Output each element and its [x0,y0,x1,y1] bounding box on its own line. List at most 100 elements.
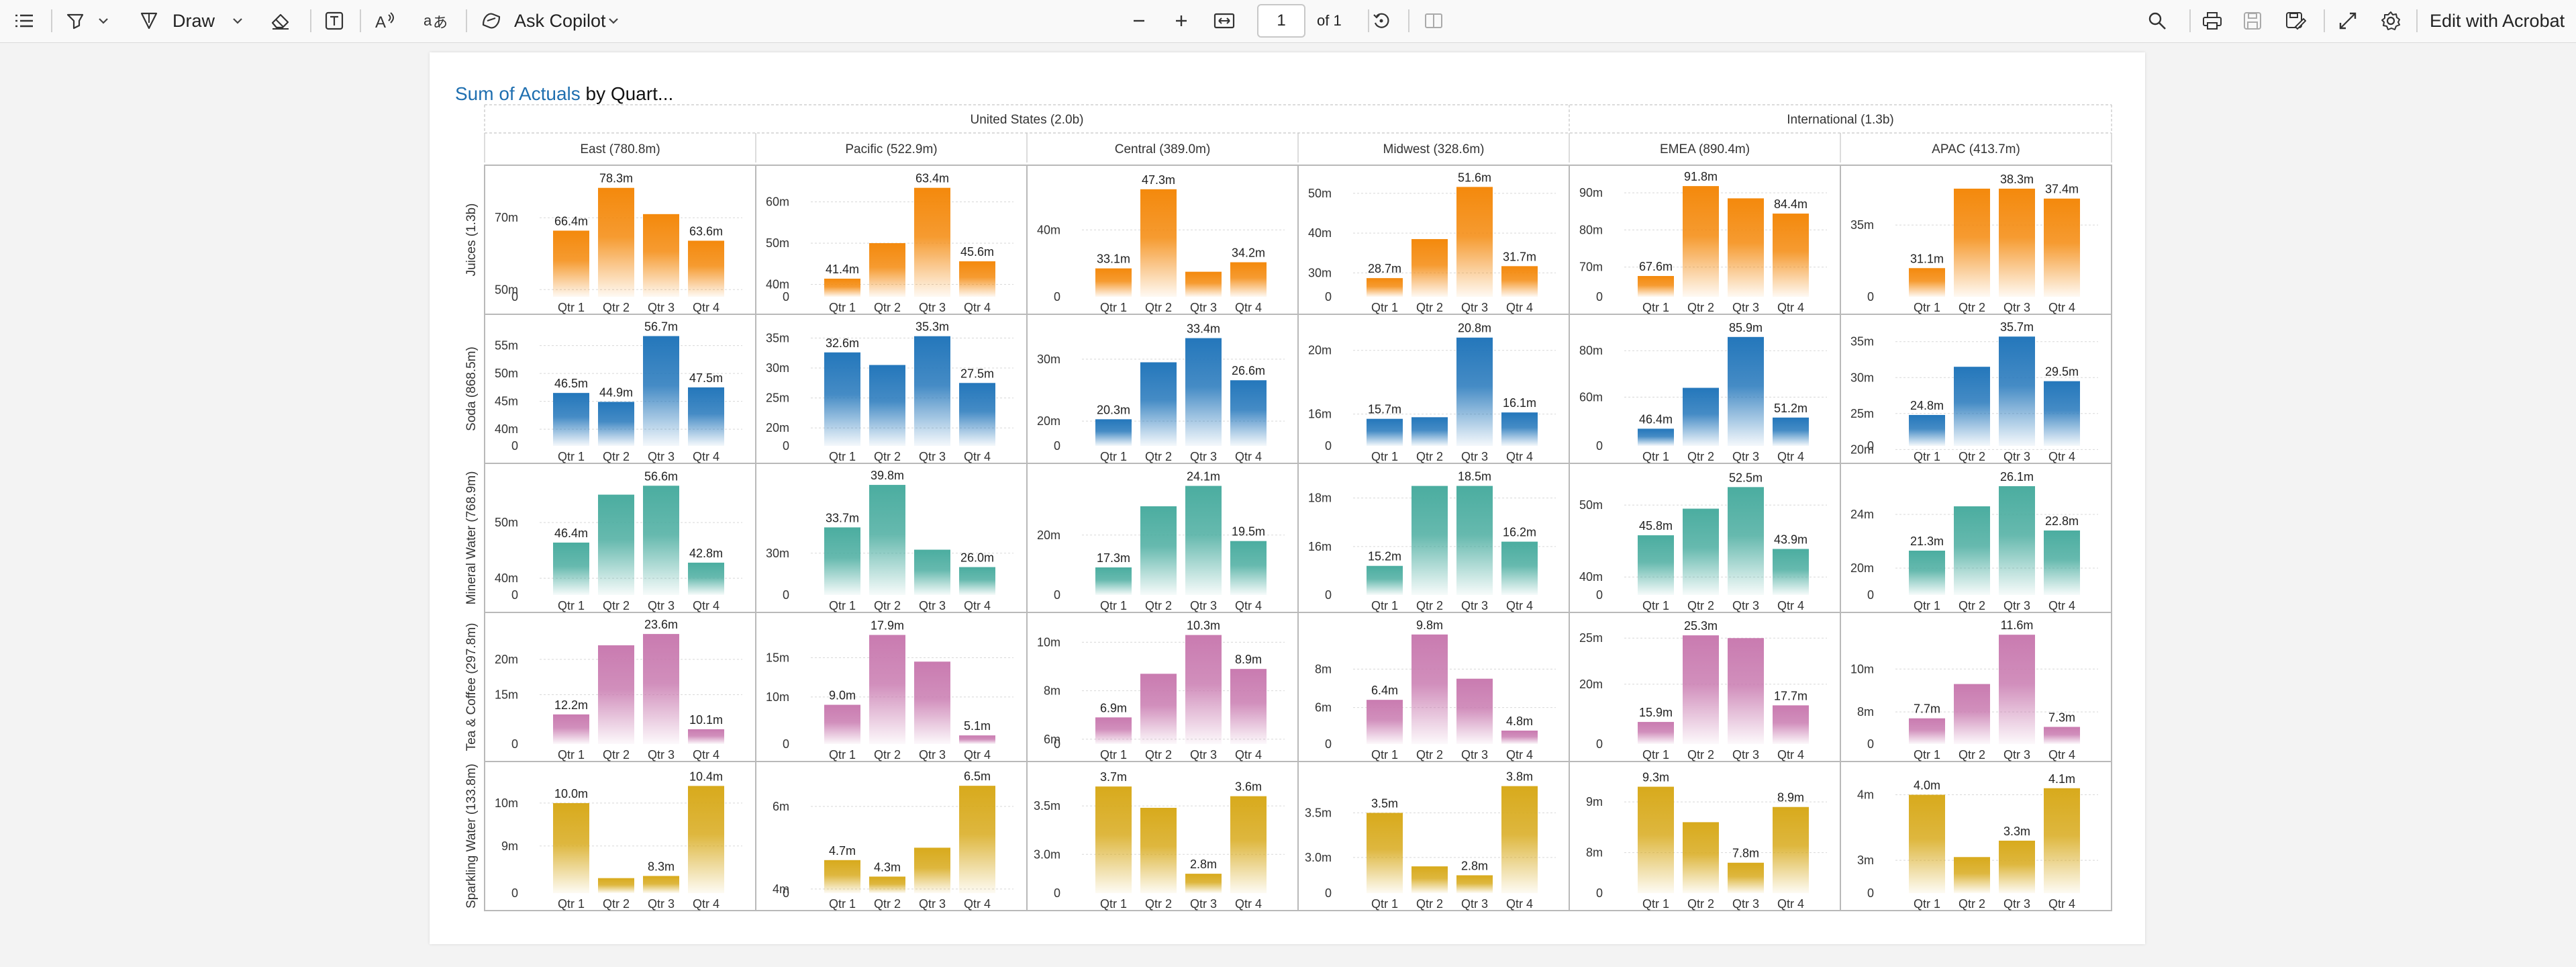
chevron-down-icon[interactable] [94,6,113,36]
data-label: 3.7m [1100,770,1127,784]
bar [1140,506,1177,595]
chevron-down-icon[interactable] [604,6,623,36]
bar [598,878,634,893]
x-tick-label: Qtr 1 [1914,450,1940,463]
bar [1728,638,1764,744]
chevron-down-icon[interactable] [228,6,247,36]
y-tick-label: 80m [1579,223,1603,236]
bar [553,802,589,893]
bar [869,243,905,297]
bar [1954,188,1990,297]
y-tick-label: 40m [1579,570,1603,584]
x-tick-label: Qtr 4 [1777,748,1804,762]
y-tick-label: 40m [495,422,518,436]
data-label: 33.7m [826,511,859,524]
read-aloud-icon[interactable]: A [370,6,400,36]
bar [1773,807,1809,893]
data-label: 2.8m [1461,859,1488,872]
data-label: 5.1m [964,719,991,733]
data-label: 4.7m [829,844,856,858]
save-as-icon[interactable] [2281,6,2310,36]
fullscreen-icon[interactable] [2333,6,2363,36]
bar [1909,794,1945,893]
bar [1683,186,1719,297]
x-tick-label: Qtr 3 [1190,748,1217,762]
edit-with-acrobat-label: Edit with Acrobat [2430,10,2565,31]
data-label: 10.1m [689,713,723,727]
data-label: 78.3m [599,172,633,185]
bar [553,542,589,595]
y-tick-label: 3.5m [1034,799,1060,813]
edit-with-acrobat-button[interactable]: Edit with Acrobat [2430,6,2565,36]
x-tick-label: Qtr 4 [1235,450,1262,463]
column-header-label: Central (389.0m) [1115,142,1211,156]
data-label: 4.0m [1914,779,1940,792]
bar [688,786,724,893]
settings-icon[interactable] [2376,6,2406,36]
x-tick-label: Qtr 3 [919,450,946,463]
data-label: 66.4m [554,214,588,228]
y-tick-label: 20m [1850,443,1874,456]
data-label: 29.5m [2045,365,2079,379]
bar [1456,187,1493,297]
text-box-icon[interactable] [319,6,349,36]
y-tick-label: 0 [1325,886,1332,900]
bar [914,336,950,446]
bar [1638,722,1674,744]
highlighter-icon[interactable] [60,6,90,36]
menu-icon[interactable] [9,6,39,36]
row-header-label: Mineral Water (768.9m) [464,471,479,605]
draw-button[interactable]: Draw [138,6,245,36]
data-label: 4.8m [1506,715,1533,728]
y-tick-label: 0 [511,439,518,453]
zoom-out-icon[interactable] [1124,6,1154,36]
data-label: 84.4m [1774,197,1807,211]
y-tick-label: 15m [495,688,518,701]
data-label: 26.6m [1232,364,1265,377]
data-label: 47.3m [1142,173,1175,187]
x-tick-label: Qtr 1 [1100,599,1127,612]
data-label: 22.8m [2045,514,2079,528]
x-tick-label: Qtr 1 [1100,897,1127,911]
toolbar-divider [360,9,361,32]
y-tick-label: 0 [1325,588,1332,602]
bar [553,230,589,297]
eraser-icon[interactable] [266,6,295,36]
bar [1367,700,1403,744]
bar [1411,239,1448,297]
data-label: 12.2m [554,698,588,712]
x-tick-label: Qtr 1 [558,450,585,463]
rotate-icon[interactable] [1367,6,1396,36]
x-tick-label: Qtr 1 [1642,450,1669,463]
y-tick-label: 50m [495,516,518,529]
page-number-input[interactable]: 1 [1257,4,1305,38]
y-tick-label: 20m [1037,414,1060,428]
bar [1095,717,1132,744]
two-page-icon[interactable] [1419,6,1448,36]
print-icon[interactable] [2197,6,2227,36]
save-icon[interactable] [2238,6,2267,36]
chart-title-rest: by Quart... [581,83,674,104]
data-label: 10.4m [689,770,723,783]
x-tick-label: Qtr 4 [964,599,991,612]
y-tick-label: 70m [495,211,518,224]
data-label: 4.1m [2048,772,2075,786]
y-tick-label: 10m [1037,635,1060,649]
data-label: 42.8m [689,547,723,560]
data-label: 51.2m [1774,402,1807,415]
data-label: 52.5m [1729,471,1763,484]
ask-copilot-button[interactable]: Ask Copilot [479,6,634,36]
x-tick-label: Qtr 2 [1687,748,1714,762]
x-tick-label: Qtr 1 [1100,748,1127,762]
search-icon[interactable] [2142,6,2172,36]
bar [914,661,950,744]
bar [1230,380,1267,446]
x-tick-label: Qtr 1 [1914,897,1940,911]
x-tick-label: Qtr 2 [603,450,630,463]
bar [1140,674,1177,744]
x-tick-label: Qtr 2 [874,301,901,314]
zoom-in-icon[interactable] [1167,6,1196,36]
fit-page-icon[interactable] [1209,6,1239,36]
data-label: 56.7m [644,320,678,333]
